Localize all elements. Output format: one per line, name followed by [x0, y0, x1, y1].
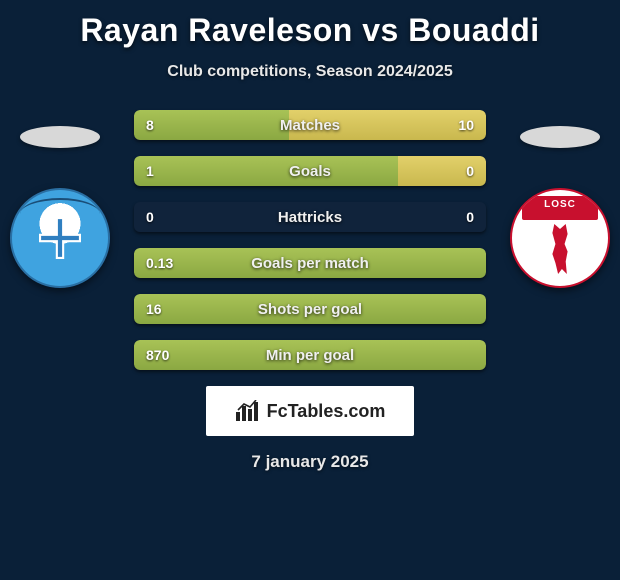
stat-row: 810Matches	[134, 110, 486, 140]
chart-icon	[235, 400, 261, 422]
stat-row: 10Goals	[134, 156, 486, 186]
content-area: LOSC 810Matches10Goals00Hattricks0.13Goa…	[0, 110, 620, 472]
auxerre-cross-icon	[39, 217, 81, 259]
stat-row: 870Min per goal	[134, 340, 486, 370]
stat-value-left: 0.13	[134, 248, 185, 278]
stat-row: 0.13Goals per match	[134, 248, 486, 278]
team-badge-right: LOSC	[510, 188, 610, 288]
stat-value-right: 10	[446, 110, 486, 140]
page-title: Rayan Raveleson vs Bouaddi	[0, 0, 620, 49]
bar-left-fill	[134, 156, 398, 186]
losc-dog-icon	[541, 224, 579, 274]
bar-left-fill	[134, 248, 486, 278]
stat-value-right: 0	[454, 202, 486, 232]
stat-value-left: 8	[134, 110, 166, 140]
stat-value-left: 870	[134, 340, 181, 370]
left-player-column	[0, 110, 120, 288]
subtitle: Club competitions, Season 2024/2025	[0, 63, 620, 81]
player-silhouette-left	[20, 126, 100, 148]
stat-row: 0 0Hattricks	[134, 202, 486, 232]
team-badge-left	[10, 188, 110, 288]
stat-label: Hattricks	[134, 202, 486, 232]
right-player-column: LOSC	[500, 110, 620, 288]
stat-value-left: 0	[134, 202, 166, 232]
losc-text: LOSC	[512, 199, 608, 210]
stat-row: 16Shots per goal	[134, 294, 486, 324]
stat-value-left: 16	[134, 294, 174, 324]
fctables-logo-box[interactable]: FcTables.com	[206, 386, 414, 436]
player-silhouette-right	[520, 126, 600, 148]
fctables-logo-text: FcTables.com	[267, 401, 386, 422]
date-label: 7 january 2025	[0, 452, 620, 472]
bar-left-fill	[134, 340, 486, 370]
stats-bars-container: 810Matches10Goals00Hattricks0.13Goals pe…	[134, 110, 486, 370]
stat-value-left: 1	[134, 156, 166, 186]
bar-left-fill	[134, 294, 486, 324]
stat-value-right: 0	[454, 156, 486, 186]
